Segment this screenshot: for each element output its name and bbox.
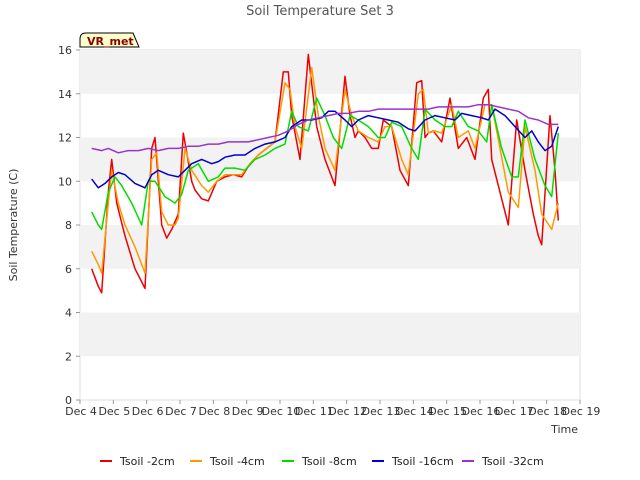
y-tick-label: 14 — [58, 88, 72, 101]
x-tick-label: Dec 6 — [132, 405, 164, 418]
x-tick-label: Dec 9 — [232, 405, 264, 418]
y-tick-label: 8 — [65, 219, 72, 232]
band — [80, 50, 580, 94]
badge-label: VR_met — [87, 35, 134, 48]
vr-met-badge: VR_met — [79, 32, 140, 48]
y-tick-label: 6 — [65, 263, 72, 276]
x-tick-label: Dec 8 — [198, 405, 230, 418]
x-tick-label: Dec 16 — [462, 405, 501, 418]
band — [80, 312, 580, 357]
y-axis-ticks: 0 2 4 6 8 10 12 14 16 — [58, 44, 80, 407]
x-axis-label: Time — [550, 423, 578, 436]
y-tick-label: 2 — [65, 350, 72, 363]
series-line-tsoil-32cm — [91, 103, 559, 154]
y-tick-label: 0 — [65, 394, 72, 407]
x-tick-label: Dec 11 — [295, 405, 334, 418]
series-line-tsoil-2cm — [90, 53, 560, 294]
legend-label: Tsoil -8cm — [301, 455, 357, 468]
series-line-tsoil-4cm — [91, 66, 560, 274]
y-tick-label: 4 — [65, 307, 72, 320]
x-tick-label: Dec 13 — [362, 405, 401, 418]
x-tick-label: Dec 19 — [562, 405, 601, 418]
x-tick-label: Dec 12 — [328, 405, 367, 418]
series-line-tsoil-16cm — [91, 108, 560, 189]
y-tick-label: 10 — [58, 175, 72, 188]
y-tick-label: 12 — [58, 132, 72, 145]
legend-label: Tsoil -16cm — [391, 455, 454, 468]
y-axis-label: Soil Temperature (C) — [7, 169, 20, 282]
x-tick-label: Dec 17 — [495, 405, 534, 418]
background-bands — [80, 50, 580, 357]
legend-label: Tsoil -2cm — [119, 455, 175, 468]
x-tick-label: Dec 4 — [65, 405, 97, 418]
x-tick-label: Dec 10 — [262, 405, 301, 418]
x-tick-label: Dec 5 — [98, 405, 130, 418]
legend: Tsoil -2cm Tsoil -4cm Tsoil -8cm Tsoil -16c… — [100, 455, 544, 468]
legend-label: Tsoil -4cm — [209, 455, 265, 468]
chart-title: Soil Temperature Set 3 — [246, 4, 394, 19]
y-tick-label: 16 — [58, 44, 72, 57]
x-tick-label: Dec 14 — [395, 405, 434, 418]
x-tick-label: Dec 15 — [428, 405, 467, 418]
x-tick-label: Dec 7 — [165, 405, 197, 418]
badge-background — [79, 32, 140, 48]
band — [80, 225, 580, 269]
x-tick-label: Dec 18 — [528, 405, 567, 418]
legend-label: Tsoil -32cm — [481, 455, 544, 468]
series-lines — [90, 53, 560, 294]
